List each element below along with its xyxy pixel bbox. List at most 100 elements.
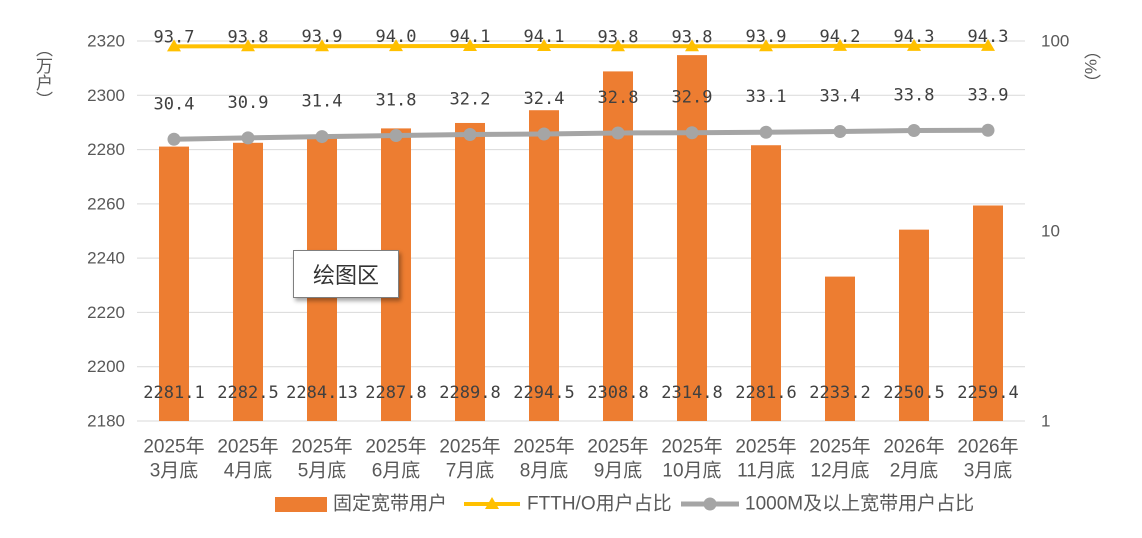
legend-label-fixed-broadband: 固定宽带用户 [333,493,447,515]
fixed-broadband-label-6: 2294.5 [513,383,574,403]
fixed-broadband-label-1: 2281.1 [143,383,204,403]
plot-area-tooltip: 绘图区 [293,250,399,298]
ftth-point-7 [611,39,625,52]
gigabit-label-10: 33.4 [820,86,861,106]
category-label-2-year: 2025年 [217,436,278,458]
gigabit-line [171,127,991,142]
category-label-7-year: 2025年 [587,436,648,458]
ftth-label-10: 94.2 [820,27,861,47]
category-label-4-year: 2025年 [365,436,426,458]
ftth-label-5: 94.1 [450,27,491,47]
gigabit-point-11 [907,124,921,138]
gigabit-label-12: 33.9 [968,85,1009,105]
left-tick-label-2240: 2240 [87,249,125,268]
fixed-broadband-bar-9 [751,145,781,421]
category-label-12-year: 2026年 [957,436,1018,458]
category-label-6-month: 8月底 [520,460,569,482]
ftth-point-8 [685,39,699,52]
gigabit-point-4 [389,129,403,143]
category-label-4-month: 6月底 [372,460,421,482]
legend-item-gigabit: 1000M及以上宽带用户占比 [681,493,974,515]
left-tick-label-2260: 2260 [87,194,125,213]
fixed-broadband-bar-2 [233,142,263,422]
fixed-broadband-label-10: 2233.2 [809,383,870,403]
ftth-point-2 [241,39,255,52]
category-label-3-month: 5月底 [298,460,347,482]
ftth-point-12 [981,38,995,51]
category-label-11-year: 2026年 [883,436,944,458]
category-label-10-month: 12月底 [810,460,869,482]
fixed-broadband-label-2: 2282.5 [217,383,278,403]
ftth-point-1 [167,39,181,52]
ftth-point-5 [463,39,477,52]
category-label-8-year: 2025年 [661,436,722,458]
bar-series-layer [159,55,1003,422]
ftth-point-11 [907,38,921,51]
legend-label-ftth: FTTH/O用户占比 [527,493,672,515]
legend-marker-ftth [485,497,499,509]
category-label-12-month: 3月底 [964,460,1013,482]
gigabit-label-9: 33.1 [746,87,787,107]
left-tick-label-2300: 2300 [87,86,125,105]
left-tick-label-2180: 2180 [87,412,125,431]
right-axis-title: （%） [1081,42,1100,92]
category-label-1-year: 2025年 [143,436,204,458]
ftth-label-7: 93.8 [598,27,639,47]
fixed-broadband-bar-12 [973,205,1003,421]
gigabit-point-10 [833,124,847,138]
category-label-6-year: 2025年 [513,436,574,458]
fixed-broadband-bar-6 [529,110,559,421]
ftth-label-9: 93.9 [746,27,787,47]
ftth-line [172,43,990,49]
category-label-2-month: 4月底 [224,460,273,482]
gigabit-point-6 [537,127,551,141]
gigabit-label-3: 31.4 [302,92,343,112]
gigabit-point-9 [759,125,773,139]
category-label-9-year: 2025年 [735,436,796,458]
ftth-label-1: 93.7 [154,27,195,47]
gigabit-label-7: 32.8 [598,88,639,108]
line-series-layer [167,38,995,146]
ftth-label-8: 93.8 [672,27,713,47]
legend-label-gigabit: 1000M及以上宽带用户占比 [745,493,974,515]
plot-area[interactable] [137,41,1025,421]
right-tick-label-100: 100 [1041,32,1069,51]
fixed-broadband-label-12: 2259.4 [957,383,1018,403]
left-tick-label-2280: 2280 [87,140,125,159]
ftth-label-3: 93.9 [302,27,343,47]
left-tick-label-2200: 2200 [87,357,125,376]
ftth-point-9 [759,39,773,52]
category-label-7-month: 9月底 [594,460,643,482]
left-tick-label-2320: 2320 [87,32,125,51]
fixed-broadband-bar-5 [455,122,485,421]
right-tick-label-10: 10 [1041,222,1060,241]
gridlines [137,40,1025,422]
ftth-point-3 [315,39,329,52]
fixed-broadband-bar-10 [825,276,855,421]
ftth-point-4 [389,39,403,52]
category-label-5-year: 2025年 [439,436,500,458]
data-label-layer: 2281.1 2282.5 2284.13 2287.8 2289.8 2294.5 230… [143,27,1018,403]
category-label-9-month: 11月底 [737,460,795,482]
fixed-broadband-label-4: 2287.8 [365,383,426,403]
plot-area-tooltip-text: 绘图区 [312,263,379,288]
legend: 固定宽带用户 FTTH/O用户占比 1000M及以上宽带用户占比 [275,493,974,515]
category-label-5-month: 7月底 [446,460,495,482]
category-label-11-month: 2月底 [890,460,939,482]
ftth-label-2: 93.8 [228,27,269,47]
category-label-10-year: 2025年 [809,436,870,458]
axis-labels: 2180 2200 2220 2240 2260 2280 2300 2320 1 10 100 20… [87,32,1069,482]
fixed-broadband-label-9: 2281.6 [735,383,796,403]
gigabit-label-11: 33.8 [894,86,935,106]
gigabit-label-8: 32.9 [672,88,713,108]
legend-marker-gigabit [703,497,717,511]
fixed-broadband-label-3: 2284.13 [286,383,358,403]
fixed-broadband-bar-11 [899,229,929,421]
ftth-point-6 [537,39,551,52]
gigabit-point-3 [315,130,329,144]
gigabit-point-12 [981,123,995,137]
left-axis-title: （万户） [33,40,52,108]
gigabit-label-4: 31.8 [376,91,417,111]
fixed-broadband-label-8: 2314.8 [661,383,722,403]
